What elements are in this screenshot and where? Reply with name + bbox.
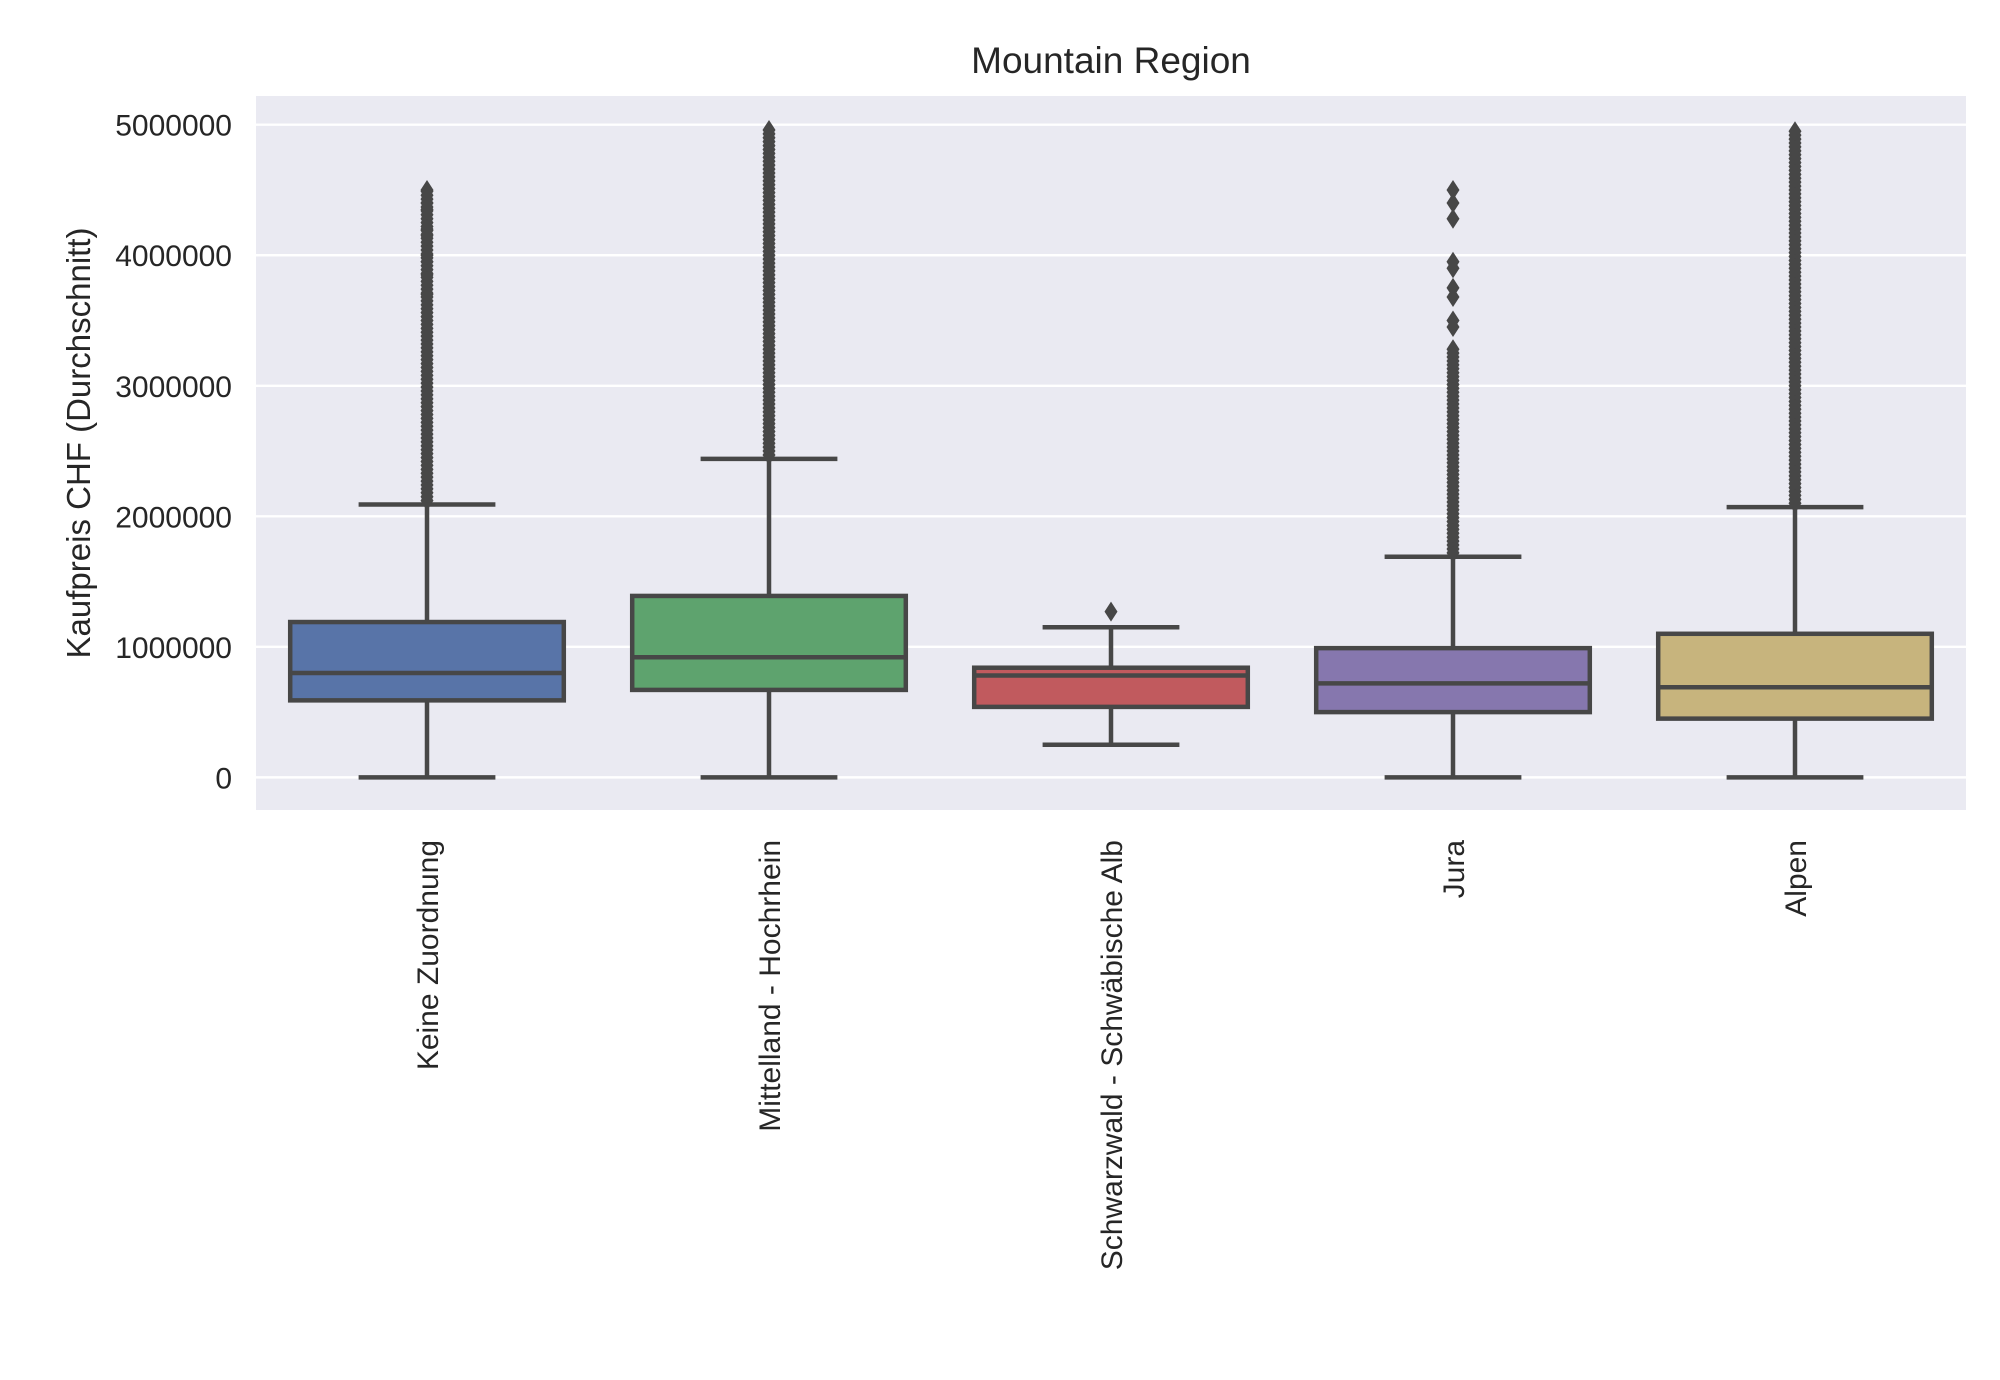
outlier-point xyxy=(1104,601,1118,622)
box-group xyxy=(629,119,909,780)
box xyxy=(1313,645,1593,715)
outlier-point xyxy=(420,284,434,305)
x-tick-label: Keine Zuordnung xyxy=(412,840,445,1070)
y-tick-label: 2000000 xyxy=(115,501,232,534)
box xyxy=(629,593,909,693)
y-tick-label: 3000000 xyxy=(115,371,232,404)
y-axis-label: Kaufpreis CHF (Durchschnitt) xyxy=(60,228,97,659)
outlier-point xyxy=(1446,310,1460,331)
y-tick-label: 0 xyxy=(215,762,232,795)
y-tick-label: 4000000 xyxy=(115,240,232,273)
x-tick-labels: Keine Zuordnung Mittelland - Hochrhein Sch… xyxy=(412,840,1813,1271)
x-tick-label: Alpen xyxy=(1780,840,1813,917)
box xyxy=(287,619,567,703)
outlier-point xyxy=(1446,179,1460,200)
box-group xyxy=(287,179,567,780)
x-tick-label: Schwarzwald - Schwäbische Alb xyxy=(1096,840,1129,1270)
outlier-point xyxy=(420,219,434,240)
outlier-point xyxy=(762,119,776,140)
outlier-point xyxy=(1446,193,1460,214)
outlier-point xyxy=(1446,251,1460,272)
y-tick-labels: 0 1000000 2000000 3000000 4000000 5000000 xyxy=(115,110,232,796)
y-tick-label: 5000000 xyxy=(115,110,232,143)
outlier-point xyxy=(420,179,434,200)
box-group xyxy=(971,601,1251,747)
y-tick-label: 1000000 xyxy=(115,632,232,665)
outlier-point xyxy=(1446,339,1460,360)
x-tick-label: Jura xyxy=(1438,840,1471,899)
box-group xyxy=(1655,121,1935,780)
boxes xyxy=(287,119,1935,780)
outlier-point xyxy=(1788,121,1802,142)
x-tick-label: Mittelland - Hochrhein xyxy=(754,840,787,1132)
outlier-point xyxy=(1446,208,1460,229)
outlier-point xyxy=(420,264,434,285)
outlier-point xyxy=(420,193,434,214)
outlier-point xyxy=(1446,277,1460,298)
box xyxy=(1655,631,1935,721)
chart-title: Mountain Region xyxy=(971,40,1251,81)
outlier-point xyxy=(420,245,434,266)
box-group xyxy=(1313,179,1593,780)
